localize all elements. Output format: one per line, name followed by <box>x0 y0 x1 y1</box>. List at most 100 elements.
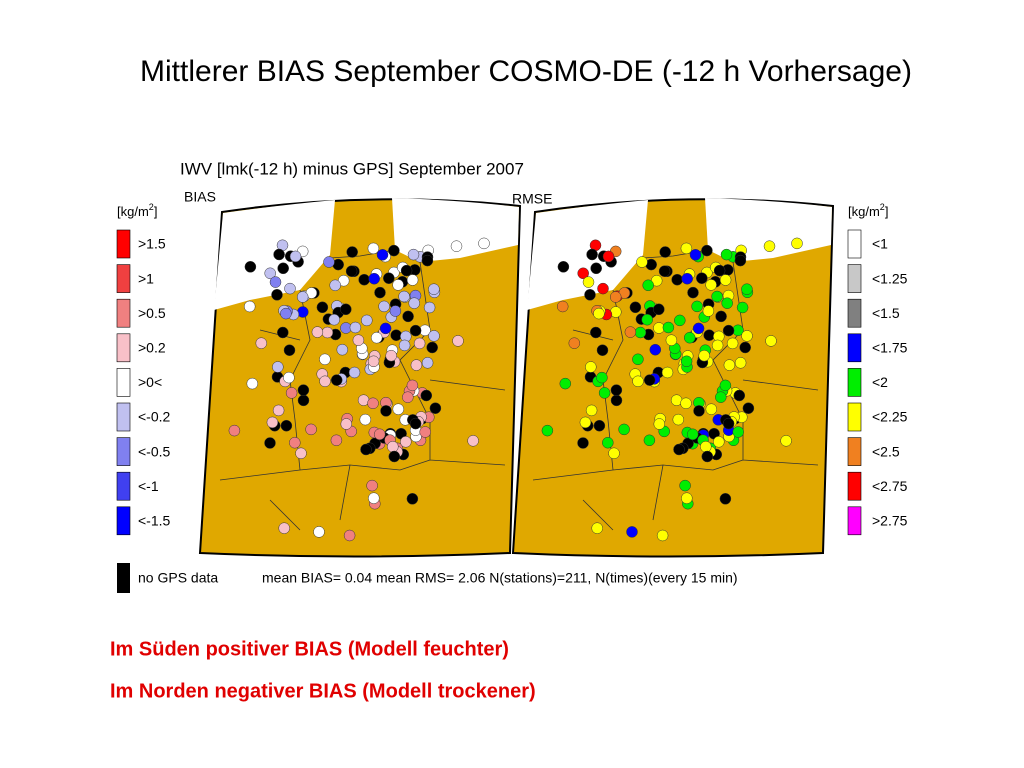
station <box>295 447 307 460</box>
station <box>374 286 386 299</box>
legend-label: <2.75 <box>872 478 908 494</box>
station <box>629 301 642 314</box>
legend-label: >0.5 <box>138 305 166 321</box>
station <box>228 424 241 437</box>
legend-label: >0< <box>138 374 162 390</box>
station <box>641 313 653 326</box>
legend-swatch <box>847 229 862 259</box>
station <box>610 384 623 396</box>
station <box>696 272 708 284</box>
legend-label: <-0.2 <box>138 409 171 425</box>
station <box>608 447 620 460</box>
station <box>367 355 380 368</box>
note: Im Norden negativer BIAS (Modell trocken… <box>110 680 536 702</box>
station <box>720 248 733 261</box>
station <box>602 250 615 263</box>
station <box>305 423 317 436</box>
station <box>610 394 623 407</box>
station <box>340 303 352 316</box>
station <box>672 413 685 426</box>
station <box>349 321 362 334</box>
station <box>390 329 402 341</box>
station <box>734 254 747 267</box>
station <box>380 405 392 417</box>
station <box>556 300 569 313</box>
legend-swatch <box>116 506 131 536</box>
station <box>765 335 777 347</box>
station <box>636 256 648 268</box>
station <box>360 443 372 456</box>
unit-exp: 2 <box>880 202 885 212</box>
station <box>269 276 282 288</box>
station <box>643 434 656 447</box>
legend-label: <1.5 <box>872 305 900 321</box>
station <box>264 437 276 449</box>
station <box>289 250 302 263</box>
station <box>541 424 554 437</box>
station <box>336 343 349 356</box>
station <box>423 301 436 314</box>
station <box>662 321 675 334</box>
station <box>319 353 331 366</box>
unit-base: [kg/m <box>117 204 149 219</box>
station <box>408 297 420 309</box>
station <box>680 242 693 255</box>
station <box>680 355 693 368</box>
station <box>264 267 276 280</box>
station <box>687 286 699 299</box>
station <box>673 443 685 456</box>
station <box>313 526 325 538</box>
station <box>406 493 419 505</box>
station <box>409 417 422 430</box>
station <box>698 349 710 362</box>
station <box>352 334 365 346</box>
station <box>626 526 638 538</box>
station <box>388 244 400 257</box>
station <box>661 366 674 379</box>
station <box>596 371 608 384</box>
station <box>577 267 589 280</box>
legend-swatch <box>847 437 862 466</box>
station <box>741 283 753 295</box>
station <box>346 246 358 258</box>
station <box>280 419 293 432</box>
station <box>671 273 683 286</box>
station <box>266 416 279 429</box>
station <box>406 274 419 286</box>
station <box>653 418 666 430</box>
station <box>330 374 343 386</box>
station <box>643 374 656 386</box>
unit-close: ] <box>885 204 889 219</box>
station <box>329 279 341 292</box>
station <box>278 522 290 534</box>
station <box>284 282 296 295</box>
station <box>297 394 310 407</box>
station <box>345 265 358 277</box>
station <box>624 326 637 338</box>
station <box>407 248 420 261</box>
station <box>679 479 691 492</box>
station <box>705 403 718 415</box>
station <box>703 329 715 341</box>
station <box>559 377 572 390</box>
legend-swatch <box>116 437 131 466</box>
station <box>693 405 705 417</box>
unit-label: [kg/m2] <box>848 202 888 219</box>
panel-label: RMSE <box>512 191 552 207</box>
station <box>426 341 438 354</box>
station <box>568 337 581 349</box>
station <box>280 307 292 320</box>
station <box>584 289 596 301</box>
station <box>577 437 589 449</box>
station <box>590 262 602 275</box>
station <box>373 428 386 441</box>
station <box>388 450 401 463</box>
station <box>591 522 603 534</box>
station <box>649 343 662 356</box>
station <box>429 402 442 414</box>
station <box>243 300 256 313</box>
station <box>711 290 723 303</box>
station <box>598 387 611 399</box>
station <box>398 339 411 352</box>
station <box>713 264 726 277</box>
